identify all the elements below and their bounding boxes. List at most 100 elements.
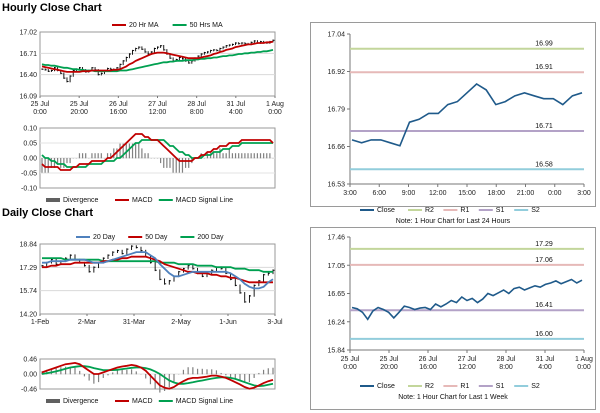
- divergence-bar: [206, 369, 208, 375]
- x-tick-label-date: 28 Jul: [497, 356, 516, 363]
- x-tick-label-date: 25 Jul: [341, 356, 360, 363]
- macd-signal-line: [41, 365, 274, 388]
- divergence-bar: [106, 153, 109, 159]
- level-r2-value: 16.99: [535, 41, 553, 48]
- y-tick-label: 0.46: [23, 357, 37, 364]
- x-tick-label: 31-Mar: [123, 319, 146, 326]
- divergence-bar: [69, 367, 71, 375]
- level-s2-value: 16.00: [535, 331, 553, 338]
- divergence-bar: [149, 374, 152, 385]
- y-tick-label: 0.10: [23, 126, 37, 133]
- x-tick-label: 18:00: [487, 190, 505, 197]
- divergence-bar: [201, 368, 203, 375]
- macd-legend-label: MACD: [132, 398, 153, 405]
- x-tick-label: 6:00: [372, 190, 386, 197]
- divergence-bar: [175, 158, 177, 173]
- x-tick-label: 21:00: [517, 190, 535, 197]
- divergence-bar: [211, 369, 213, 375]
- hourly-chart-note: Note: 1 Hour Chart for Last 24 Hours: [396, 218, 511, 225]
- x-tick-label: 3:00: [343, 190, 357, 197]
- s1-legend-label: S1: [496, 383, 505, 390]
- x-tick-label-time: 20:00: [380, 364, 398, 371]
- x-tick-label-time: 20:00: [70, 109, 88, 116]
- x-tick-label-date: 28 Jul: [187, 101, 206, 108]
- x-tick-label-date: 25 Jul: [380, 356, 399, 363]
- x-tick-label-time: 12:00: [149, 109, 167, 116]
- ma20-line: [41, 40, 274, 73]
- x-tick-label-date: 31 Jul: [536, 356, 555, 363]
- divergence-bar: [112, 372, 114, 375]
- divergence-bar: [41, 371, 43, 375]
- x-tick-label: 2-Mar: [78, 319, 97, 326]
- divergence-bar: [216, 153, 218, 159]
- divergence-bar: [145, 374, 147, 379]
- divergence-bar: [178, 158, 180, 173]
- hourly-section-title: Hourly Close Chart: [2, 2, 102, 14]
- level-s2-value: 16.58: [535, 161, 553, 168]
- divergence-bar: [196, 368, 199, 375]
- daily-chart-note: Note: 1 Hour Chart for Last 1 Week: [398, 394, 508, 401]
- daily-price-chart: 18.84 17.29 15.74 14.20 1-Feb 2-Mar 31-Mar 2-Ma…: [0, 228, 300, 338]
- divergence-bar: [83, 374, 86, 377]
- r1-legend-label: R1: [460, 207, 469, 214]
- macd-line: [41, 133, 274, 171]
- y-tick-label: 16.71: [19, 51, 37, 58]
- x-tick-label: 2-May: [171, 319, 191, 326]
- r2-legend-label: R2: [425, 383, 434, 390]
- divergence-bar: [63, 158, 65, 168]
- x-tick-label-date: 1 Aug: [266, 101, 284, 108]
- y-tick-label: 17.29: [19, 265, 37, 272]
- divergence-bar: [225, 374, 227, 376]
- x-tick-label: 1-Feb: [31, 319, 49, 326]
- y-tick-label: 16.40: [19, 72, 37, 79]
- x-tick-label: 12:00: [429, 190, 447, 197]
- level-r1-value: 17.06: [535, 257, 553, 264]
- divergence-bar: [172, 158, 174, 173]
- divergence-bar: [225, 153, 227, 159]
- divergence-bar: [88, 374, 90, 381]
- divergence-bar: [241, 153, 243, 159]
- close-series-line: [351, 83, 583, 147]
- y-tick-label: 16.79: [327, 107, 345, 114]
- divergence-bar: [169, 158, 171, 168]
- hourly-24h-chart-frame: [310, 22, 596, 207]
- divergence-bar: [57, 158, 59, 164]
- divergence-bar: [100, 153, 102, 159]
- r2-legend-label: R2: [425, 207, 434, 214]
- divergence-bar: [182, 369, 185, 375]
- close-legend-label: Close: [377, 383, 395, 390]
- divergence-bar: [267, 368, 269, 375]
- divergence-bar: [219, 148, 221, 159]
- y-tick-label: 17.02: [19, 30, 37, 37]
- ma20-day-legend-label: 20 Day: [93, 234, 116, 241]
- x-tick-label-time: 4:00: [538, 364, 552, 371]
- divergence-bar: [102, 374, 104, 378]
- divergence-bar: [247, 153, 249, 159]
- divergence-bar: [74, 367, 76, 375]
- hourly-price-chart: 17.02 16.71 16.40 16.09 25 Jul 0:00 25 Jul 20:0…: [0, 14, 300, 120]
- x-tick-label-time: 8:00: [190, 109, 204, 116]
- ma50-line: [41, 49, 274, 73]
- divergence-bar: [135, 371, 137, 375]
- divergence-bar: [266, 153, 268, 159]
- divergence-bar: [262, 369, 265, 375]
- divergence-bar: [85, 153, 87, 159]
- divergence-bar: [234, 374, 236, 380]
- level-s1-value: 16.71: [535, 123, 553, 130]
- divergence-bar: [248, 374, 251, 383]
- divergence-bar: [228, 148, 230, 159]
- x-tick-label-date: 25 Jul: [70, 101, 89, 108]
- x-tick-label-time: 0:00: [33, 109, 47, 116]
- x-tick-label: 0:00: [548, 190, 562, 197]
- x-tick-label: 9:00: [402, 190, 416, 197]
- divergence-bar: [64, 366, 67, 375]
- divergence-bar: [250, 153, 252, 159]
- macd-legend-label: MACD: [132, 197, 153, 204]
- divergence-bar: [141, 148, 143, 159]
- y-tick-label: 17.04: [327, 32, 345, 39]
- close-series-line: [351, 278, 583, 321]
- divergence-bar: [94, 153, 96, 159]
- divergence-bar: [263, 153, 265, 159]
- divergence-bar: [244, 374, 246, 383]
- daily-week-chart: 17.46 17.05 16.65 16.24 15.84 17.29 17.06 16.41…: [310, 227, 596, 410]
